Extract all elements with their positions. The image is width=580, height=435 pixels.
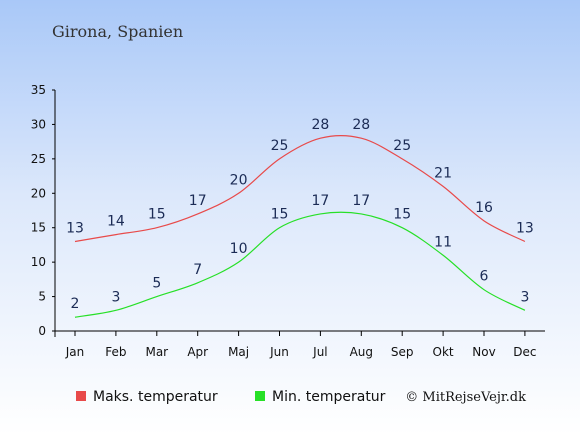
data-point-min <box>197 282 199 284</box>
series-line-min <box>74 211 526 318</box>
data-label-max: 13 <box>516 220 534 236</box>
legend-label-min: Min. temperatur <box>272 389 386 405</box>
x-tick-label: Dec <box>513 345 536 359</box>
y-tick-label: 35 <box>31 83 46 97</box>
x-tick-label: Jan <box>65 345 85 359</box>
x-tick-label: Okt <box>433 345 454 359</box>
data-point-max <box>279 158 281 160</box>
data-labels: 13 14 15 17 20 25 28 28 25 21 16 13 2 3 5 7 10 15 17 17 15 11… <box>66 117 534 312</box>
data-label-max: 13 <box>66 220 84 236</box>
x-tick-label: Feb <box>105 345 126 359</box>
data-point-max <box>524 240 526 242</box>
data-point-max <box>442 185 444 187</box>
data-point-max <box>360 137 362 139</box>
data-label-max: 21 <box>434 165 452 181</box>
chart-title: Girona, Spanien <box>52 22 183 41</box>
data-point-min <box>74 316 76 318</box>
data-point-max <box>401 158 403 160</box>
data-point-min <box>442 254 444 256</box>
legend: Maks. temperatur Min. temperatur <box>76 389 386 405</box>
data-point-max <box>238 192 240 194</box>
data-label-min: 15 <box>393 207 411 223</box>
data-point-min <box>279 227 281 229</box>
y-tick-label: 10 <box>31 255 46 269</box>
data-point-min <box>360 213 362 215</box>
y-tick-label: 25 <box>31 152 46 166</box>
data-label-min: 5 <box>152 276 161 292</box>
data-label-min: 3 <box>111 289 120 305</box>
data-label-min: 7 <box>193 262 202 278</box>
x-tick-label: Jul <box>312 345 327 359</box>
data-point-max <box>483 220 485 222</box>
data-point-min <box>524 309 526 311</box>
x-tick-label: Maj <box>228 345 249 359</box>
series-line-max <box>74 135 526 243</box>
data-label-max: 15 <box>148 207 166 223</box>
x-tick-label: Jun <box>269 345 289 359</box>
legend-label-max: Maks. temperatur <box>93 389 218 405</box>
data-label-max: 20 <box>230 172 248 188</box>
data-label-min: 2 <box>71 296 80 312</box>
y-tick-label: 5 <box>38 290 46 304</box>
data-label-min: 10 <box>230 241 248 257</box>
data-label-min: 17 <box>352 193 370 209</box>
data-point-max <box>115 234 117 236</box>
data-point-max <box>156 227 158 229</box>
data-label-max: 25 <box>271 138 289 154</box>
y-tick-label: 15 <box>31 221 46 235</box>
data-label-max: 17 <box>189 193 207 209</box>
data-point-max <box>319 137 321 139</box>
data-label-max: 25 <box>393 138 411 154</box>
data-point-max <box>197 213 199 215</box>
credit-text: © MitRejseVejr.dk <box>405 390 526 405</box>
data-point-min <box>483 289 485 291</box>
data-label-max: 16 <box>475 200 493 216</box>
data-label-min: 11 <box>434 234 452 250</box>
data-point-max <box>74 240 76 242</box>
data-label-min: 15 <box>271 207 289 223</box>
data-point-min <box>319 213 321 215</box>
x-tick-label: Apr <box>187 345 208 359</box>
data-point-min <box>238 261 240 263</box>
data-point-min <box>115 309 117 311</box>
y-tick-label: 20 <box>31 186 46 200</box>
y-tick-label: 0 <box>38 324 46 338</box>
x-tick-label: Sep <box>391 345 414 359</box>
legend-swatch-min <box>255 391 265 401</box>
series-layer <box>74 135 526 318</box>
x-tick-label: Nov <box>472 345 495 359</box>
data-point-min <box>401 227 403 229</box>
data-label-min: 17 <box>311 193 329 209</box>
data-label-min: 6 <box>480 269 489 285</box>
data-point-min <box>156 296 158 298</box>
data-label-max: 28 <box>311 117 329 133</box>
x-tick-label: Aug <box>350 345 373 359</box>
data-label-max: 28 <box>352 117 370 133</box>
legend-swatch-max <box>76 391 86 401</box>
data-label-min: 3 <box>520 289 529 305</box>
data-label-max: 14 <box>107 214 125 230</box>
y-tick-label: 30 <box>31 117 46 131</box>
x-tick-label: Mar <box>145 345 168 359</box>
